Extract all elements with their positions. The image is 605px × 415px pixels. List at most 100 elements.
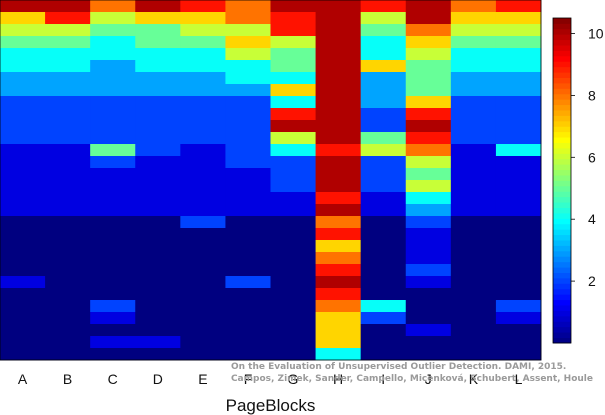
heatmap-cell [180,24,226,37]
heatmap-cell [270,24,316,37]
heatmap-cell [450,144,497,157]
x-tick-label: F [244,371,253,387]
heatmap-cell [45,312,91,325]
x-tick-label: I [381,371,385,387]
heatmap-cell [135,168,181,181]
heatmap-cell [135,264,181,277]
heatmap-cell [225,312,271,325]
heatmap-cell [180,240,226,253]
heatmap-cell [360,132,407,145]
heatmap-cell [270,348,316,361]
heatmap-cell [315,156,362,169]
colorbar-segment [553,240,571,246]
heatmap-cell [90,108,136,121]
heatmap-cell [135,84,181,97]
colorbar-segment [553,18,571,24]
heatmap-cell [135,228,181,241]
heatmap-cell [495,120,542,133]
heatmap-cell [45,216,91,229]
heatmap-cell [495,348,542,361]
heatmap-cell [0,192,46,205]
heatmap-cell [0,252,46,265]
heatmap-cell [360,204,407,217]
plot-frame [0,0,542,361]
heatmap-cell [360,348,407,361]
colorbar-segment [553,185,571,192]
heatmap-cell [225,0,271,13]
colorbar-segment [553,142,571,149]
heatmap-cell [225,264,271,277]
heatmap-cell [495,48,542,61]
heatmap-cell [225,228,271,241]
heatmap-cell [360,48,407,61]
colorbar-tick-labels: 2 4 6 8 10 [571,26,604,289]
heatmap-cell [315,204,362,217]
heatmap-cell [270,228,316,241]
colorbar-segment [553,278,571,284]
heatmap-cell [495,324,542,337]
heatmap-cell [405,276,452,289]
colorbar-segment [553,28,571,35]
heatmap-cell [135,12,181,25]
heatmap-cell [90,264,136,277]
heatmap-cell [315,72,362,85]
heatmap-cell [225,240,271,253]
heatmap-cell [90,60,136,73]
heatmap-cell [405,12,452,25]
heatmap-cell [90,312,136,325]
heatmap-cell [90,84,136,97]
heatmap-cell [450,48,497,61]
heatmap-cell [45,96,91,109]
heatmap-cell [495,180,542,193]
heatmap-cell [405,48,452,61]
heatmap-cell [450,300,497,313]
heatmap-cell [225,252,271,265]
heatmap-cell [135,72,181,85]
heatmap-cell [135,348,181,361]
heatmap-cell [360,216,407,229]
colorbar-segment [553,337,571,344]
heatmap-cell [360,276,407,289]
heatmap-cell [360,252,407,265]
x-tick-label: G [288,371,299,387]
heatmap-cell [180,60,226,73]
heatmap-cell [405,60,452,73]
heatmap-cell [225,72,271,85]
heatmap-cell [495,12,542,25]
heatmap-cell [315,108,362,121]
heatmap-cell [405,216,452,229]
heatmap-cell [135,60,181,73]
colorbar-segment [553,169,571,176]
heatmap-cell [405,264,452,277]
heatmap-cell [270,312,316,325]
heatmap-cell [315,84,362,97]
heatmap-cell [405,336,452,349]
heatmap-cell [270,84,316,97]
heatmap-cell [45,24,91,37]
heatmap-cell [180,204,226,217]
heatmap-cell [180,48,226,61]
heatmap-cell [315,216,362,229]
heatmap-cell [180,36,226,49]
colorbar-segment [553,294,571,301]
heatmap-cell [180,12,226,25]
heatmap-cell [360,36,407,49]
heatmap-cell [315,168,362,181]
heatmap-cell [180,120,226,133]
heatmap-cell [270,60,316,73]
heatmap-cell [405,120,452,133]
heatmap-cell [405,0,452,13]
heatmap-cell [405,144,452,157]
heatmap-cell [450,336,497,349]
heatmap-cell [225,156,271,169]
heatmap-cell [90,36,136,49]
heatmap-cell [135,216,181,229]
heatmap-cell [270,204,316,217]
heatmap-cell [45,192,91,205]
heatmap-cell [405,240,452,253]
heatmap-cell [450,180,497,193]
heatmap-cell [450,132,497,145]
heatmap-cell [90,132,136,145]
heatmap-cell [495,60,542,73]
heatmap-cell [315,144,362,157]
